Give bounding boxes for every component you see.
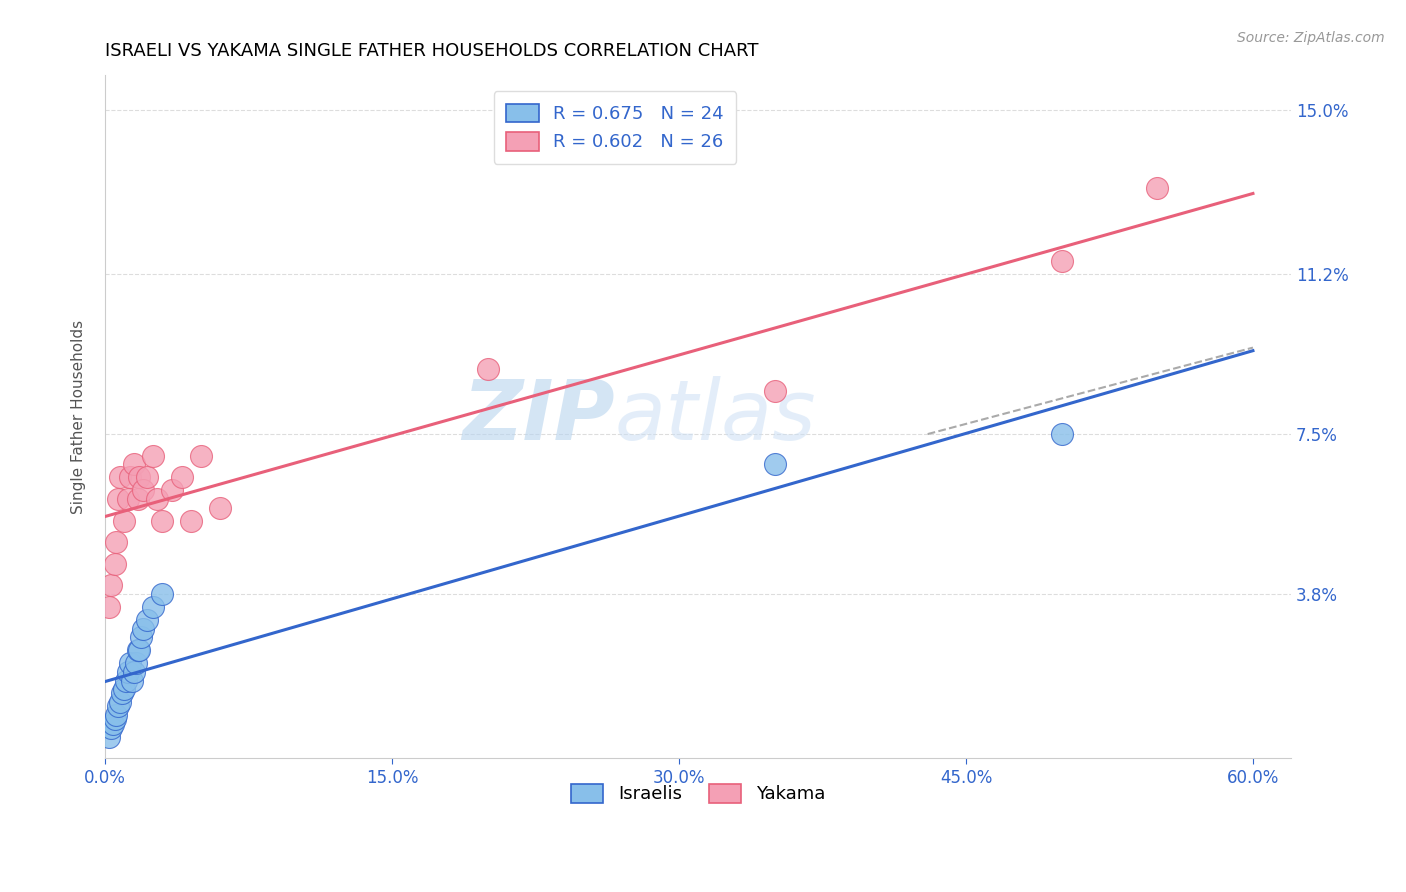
- Point: [124, 657, 146, 671]
- Point: [150, 514, 173, 528]
- Point: [110, 695, 132, 709]
- Point: [1050, 427, 1073, 442]
- Point: [132, 622, 155, 636]
- Point: [127, 643, 149, 657]
- Point: [121, 673, 143, 688]
- Point: [117, 491, 139, 506]
- Point: [107, 491, 129, 506]
- Point: [763, 384, 786, 398]
- Point: [160, 483, 183, 498]
- Point: [97, 730, 120, 744]
- Point: [97, 600, 120, 615]
- Point: [131, 630, 153, 644]
- Point: [1050, 254, 1073, 268]
- Legend: Israelis, Yakama: Israelis, Yakama: [560, 773, 837, 814]
- Point: [107, 699, 129, 714]
- Point: [101, 716, 124, 731]
- Point: [136, 613, 159, 627]
- Point: [150, 587, 173, 601]
- Point: [142, 600, 165, 615]
- Point: [208, 500, 231, 515]
- Text: ISRAELI VS YAKAMA SINGLE FATHER HOUSEHOLDS CORRELATION CHART: ISRAELI VS YAKAMA SINGLE FATHER HOUSEHOL…: [105, 42, 758, 60]
- Point: [128, 470, 150, 484]
- Point: [180, 514, 202, 528]
- Point: [142, 449, 165, 463]
- Point: [170, 470, 193, 484]
- Point: [118, 657, 141, 671]
- Point: [132, 483, 155, 498]
- Text: ZIP: ZIP: [463, 376, 614, 458]
- Point: [118, 470, 141, 484]
- Point: [103, 713, 125, 727]
- Point: [128, 643, 150, 657]
- Point: [112, 514, 135, 528]
- Point: [103, 557, 125, 571]
- Point: [1146, 180, 1168, 194]
- Point: [136, 470, 159, 484]
- Text: atlas: atlas: [614, 376, 817, 458]
- Point: [122, 665, 145, 679]
- Text: Source: ZipAtlas.com: Source: ZipAtlas.com: [1237, 31, 1385, 45]
- Point: [100, 721, 122, 735]
- Point: [105, 535, 128, 549]
- Point: [105, 708, 128, 723]
- Point: [112, 682, 135, 697]
- Point: [190, 449, 212, 463]
- Point: [145, 491, 167, 506]
- Point: [477, 362, 499, 376]
- Point: [115, 673, 138, 688]
- Y-axis label: Single Father Households: Single Father Households: [72, 319, 86, 514]
- Point: [117, 665, 139, 679]
- Point: [127, 491, 149, 506]
- Point: [763, 458, 786, 472]
- Point: [100, 578, 122, 592]
- Point: [111, 686, 134, 700]
- Point: [110, 470, 132, 484]
- Point: [122, 458, 145, 472]
